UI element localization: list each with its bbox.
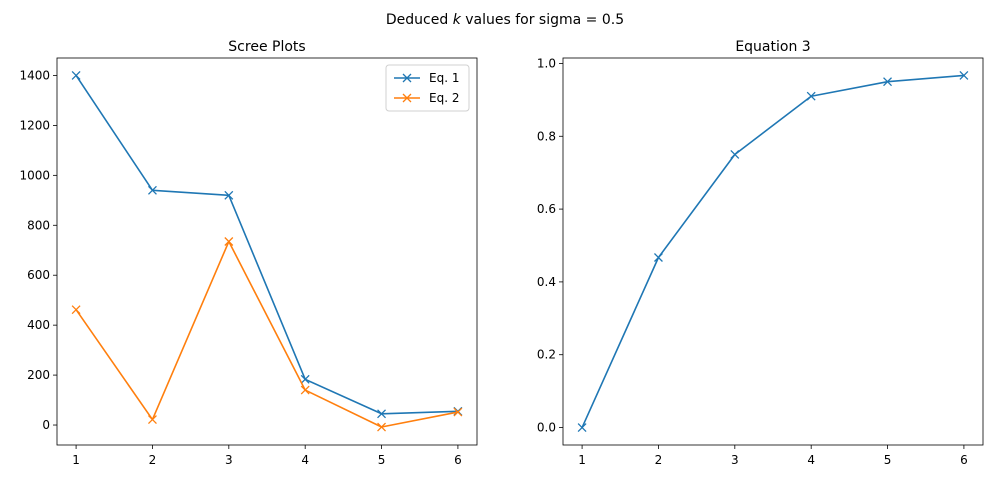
data-point	[377, 409, 387, 419]
axes-frame	[562, 57, 984, 446]
data-point	[653, 253, 663, 262]
data-point	[806, 91, 816, 101]
y-tick-label: 800	[27, 218, 50, 232]
y-tick-label: 0.8	[537, 129, 556, 143]
x-tick-label: 1	[72, 453, 80, 467]
x-tick-label: 6	[960, 453, 968, 467]
y-tick-label: 200	[27, 368, 50, 382]
legend: Eq. 1 Eq. 2	[385, 64, 470, 112]
y-tick-label: 1000	[19, 168, 50, 182]
series-line-1	[75, 75, 458, 415]
legend-label: Eq. 1	[429, 71, 459, 85]
y-tick-label: 0.6	[537, 202, 556, 216]
legend-marker	[402, 73, 412, 83]
y-tick-label: 1400	[19, 68, 50, 82]
x-tick-label: 1	[578, 453, 586, 467]
data-point	[300, 374, 310, 384]
x-tick-label: 2	[149, 453, 157, 467]
data-point	[224, 237, 234, 246]
legend-label: Eq. 2	[429, 91, 459, 105]
series-line-2	[75, 240, 459, 428]
data-point	[453, 407, 463, 417]
subplot-title: Scree Plots	[228, 39, 305, 55]
data-point	[577, 423, 587, 432]
data-point	[147, 415, 157, 424]
data-point	[730, 150, 740, 159]
x-tick-label: 4	[807, 453, 815, 467]
x-tick-label: 3	[731, 453, 739, 467]
data-point	[71, 305, 81, 315]
y-tick-label: 0.2	[537, 348, 556, 362]
y-tick-label: 0	[42, 418, 50, 432]
x-tick-label: 5	[378, 453, 386, 467]
y-tick-label: 1200	[19, 118, 50, 132]
x-tick-label: 2	[655, 453, 663, 467]
data-point	[147, 185, 157, 195]
axes-frame	[56, 57, 478, 446]
y-tick-label: 1.0	[537, 56, 556, 70]
data-point	[224, 190, 234, 200]
legend-marker	[402, 93, 412, 103]
data-point	[71, 71, 81, 80]
x-tick-label: 6	[454, 453, 462, 467]
x-tick-label: 3	[225, 453, 233, 467]
data-point	[959, 71, 969, 80]
legend-box	[385, 64, 470, 112]
y-tick-label: 0.4	[537, 275, 556, 289]
figure-suptitle: Deduced k values for sigma = 0.5	[386, 12, 624, 28]
x-tick-label: 4	[301, 453, 309, 467]
y-tick-label: 600	[27, 268, 50, 282]
data-point	[883, 77, 893, 87]
subplot-2: Equation 3 1 2 3 4 5 6 0.0 0.2 0.4 0.6 0.8 1.0	[537, 39, 984, 467]
x-tick-label: 5	[884, 453, 892, 467]
y-tick-label: 0.0	[537, 421, 556, 435]
data-point	[377, 422, 387, 432]
data-point	[300, 385, 310, 395]
subplot-1: Scree Plots 1 2 3 4 5 6 0 200 400 600 800 1000 1200 14…	[19, 39, 478, 467]
subplot-title: Equation 3	[735, 39, 810, 55]
series-line-1	[581, 74, 964, 428]
y-tick-label: 400	[27, 318, 50, 332]
